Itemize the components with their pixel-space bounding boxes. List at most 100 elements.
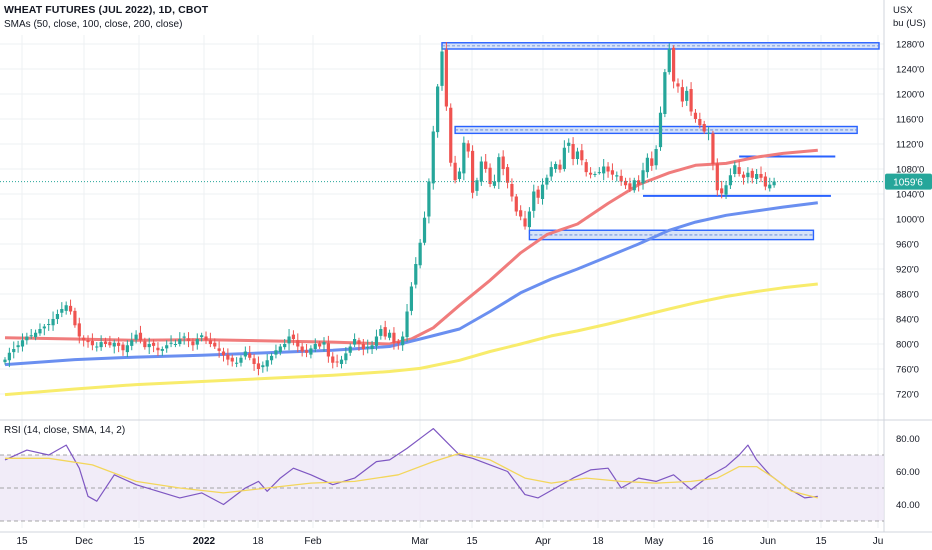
- candle-body: [457, 171, 462, 179]
- rsi-tick-label: 60.00: [896, 467, 920, 478]
- candle-body: [584, 162, 588, 173]
- candle-body: [287, 336, 291, 344]
- candle-body: [86, 340, 90, 343]
- candle: [33, 329, 38, 341]
- candle: [759, 166, 763, 183]
- candle-body: [497, 157, 501, 183]
- candle: [462, 136, 466, 181]
- candle: [51, 311, 55, 331]
- time-tick-label: Ju: [873, 536, 884, 547]
- candle-body: [331, 356, 335, 363]
- candle-body: [672, 47, 676, 82]
- candle: [60, 302, 64, 318]
- candle-body: [698, 119, 702, 126]
- candle-body: [418, 242, 422, 266]
- candle-body: [466, 143, 470, 152]
- candle-body: [588, 172, 593, 175]
- time-tick-label: 18: [592, 536, 604, 547]
- candle-body: [186, 338, 191, 341]
- sma-200-line: [4, 282, 818, 397]
- candle-body: [38, 329, 42, 334]
- rsi-tick-label: 40.00: [896, 500, 920, 511]
- candle: [453, 155, 457, 184]
- price-tick-label: 1240'0: [896, 65, 924, 76]
- candle-body: [291, 334, 296, 339]
- candle-body: [169, 342, 173, 344]
- candle: [672, 45, 676, 89]
- candle: [357, 337, 361, 351]
- candle-body: [143, 341, 147, 348]
- candle: [567, 138, 571, 153]
- candle: [138, 325, 143, 344]
- candle-body: [405, 311, 409, 338]
- candle-body: [475, 180, 479, 191]
- price-tick-label: 1160'0: [896, 115, 924, 126]
- price-tick-label: 1040'0: [896, 190, 924, 201]
- candle-body: [741, 174, 746, 178]
- candle: [134, 330, 138, 344]
- candle-body: [309, 348, 313, 355]
- candle: [602, 159, 606, 181]
- candle: [121, 342, 125, 356]
- candle-body: [396, 341, 400, 344]
- candle: [689, 82, 693, 116]
- rsi-tick-label: 80.00: [896, 434, 920, 445]
- candle-body: [178, 339, 182, 344]
- candle: [396, 339, 400, 350]
- candle-body: [226, 354, 230, 360]
- candle: [90, 333, 94, 351]
- candle-body: [29, 335, 33, 337]
- price-tick-label: 760'0: [896, 365, 919, 376]
- candle: [143, 337, 147, 350]
- sma-50-line: [4, 148, 818, 346]
- candle: [278, 344, 282, 356]
- candle: [501, 150, 505, 176]
- candle: [117, 337, 121, 353]
- candle-body: [549, 167, 553, 177]
- candle: [331, 352, 335, 369]
- candle-body: [3, 359, 7, 363]
- candle-body: [42, 326, 46, 329]
- candle-body: [409, 286, 414, 311]
- candle: [645, 153, 649, 178]
- candle-body: [693, 112, 698, 119]
- time-tick-label: 15: [16, 536, 28, 547]
- candle: [702, 120, 706, 134]
- candle: [772, 177, 776, 188]
- candle-body: [112, 342, 116, 347]
- candle-body: [484, 161, 488, 169]
- candle: [243, 346, 247, 360]
- candle-body: [326, 343, 330, 357]
- candle-body: [431, 131, 435, 184]
- candle: [597, 167, 601, 175]
- candle-body: [667, 49, 671, 73]
- candle: [239, 355, 243, 367]
- candle-body: [82, 337, 86, 341]
- candle-body: [772, 181, 776, 186]
- candle-body: [654, 149, 658, 166]
- candle-body: [322, 342, 326, 345]
- candle-body: [680, 87, 684, 102]
- candle-body: [750, 170, 754, 178]
- candle-body: [759, 174, 763, 178]
- candle-body: [510, 184, 514, 197]
- candle: [392, 327, 396, 350]
- candle: [532, 184, 536, 218]
- candle-body: [711, 133, 715, 164]
- candle-body: [200, 335, 204, 338]
- candle-body: [593, 174, 597, 175]
- last-price-label: 1059'6: [893, 178, 923, 189]
- candle: [654, 145, 658, 170]
- candle: [77, 317, 81, 344]
- rsi-ma-line: [5, 452, 818, 499]
- candle-body: [300, 346, 304, 352]
- candle: [366, 339, 370, 354]
- candle-body: [619, 175, 623, 182]
- candle-body: [151, 342, 156, 346]
- candle: [422, 211, 427, 246]
- candle: [235, 357, 239, 368]
- candle-body: [173, 344, 178, 345]
- candle-body: [239, 357, 243, 363]
